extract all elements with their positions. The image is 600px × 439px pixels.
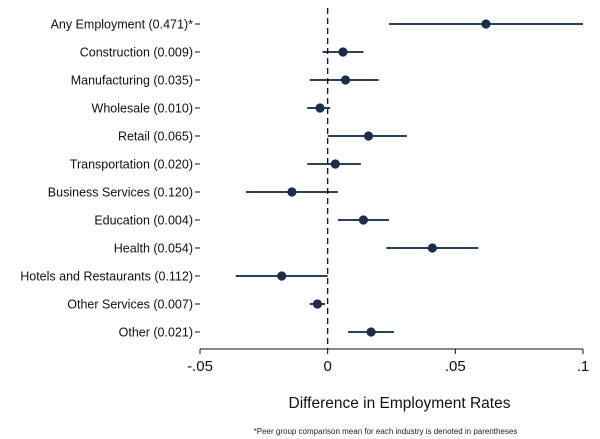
- category-label: Any Employment (0.471)*: [51, 18, 194, 32]
- category-label: Retail (0.065): [118, 130, 193, 144]
- point-estimate: [481, 19, 491, 29]
- y-axis-ticks: [195, 23, 200, 333]
- category-label: Education (0.004): [94, 214, 193, 228]
- point-estimate: [366, 327, 376, 337]
- footnote: *Peer group comparison mean for each ind…: [254, 427, 518, 436]
- category-labels: Any Employment (0.471)* Construction (0.0…: [20, 18, 193, 340]
- category-label: Wholesale (0.010): [92, 102, 193, 116]
- category-label: Other (0.021): [119, 326, 193, 340]
- point-estimate: [330, 159, 340, 169]
- point-estimates: [277, 19, 491, 337]
- confidence-intervals: [235, 23, 583, 333]
- category-label: Health (0.054): [114, 242, 193, 256]
- category-label: Other Services (0.007): [67, 298, 193, 312]
- x-tick-label: 0: [323, 358, 331, 375]
- point-estimate: [427, 243, 437, 253]
- x-tick-label: -.05: [187, 358, 213, 375]
- point-estimate: [287, 187, 297, 197]
- point-estimate: [340, 75, 351, 85]
- point-estimate: [277, 271, 287, 281]
- x-tick-label: .05: [445, 358, 466, 375]
- category-label: Hotels and Restaurants (0.112): [20, 270, 193, 284]
- x-axis-ticks: -.05 0 .05 .1: [187, 349, 589, 375]
- point-estimate: [363, 131, 374, 141]
- category-label: Construction (0.009): [80, 46, 193, 60]
- point-estimate: [358, 215, 369, 225]
- x-axis-title: Difference in Employment Rates: [289, 395, 511, 412]
- category-label: Transportation (0.020): [70, 158, 193, 172]
- category-label: Manufacturing (0.035): [71, 74, 193, 88]
- point-estimate: [315, 103, 325, 113]
- point-estimate: [338, 47, 348, 57]
- point-estimate: [312, 299, 323, 309]
- category-label: Business Services (0.120): [48, 186, 193, 200]
- x-tick-label: .1: [577, 358, 590, 375]
